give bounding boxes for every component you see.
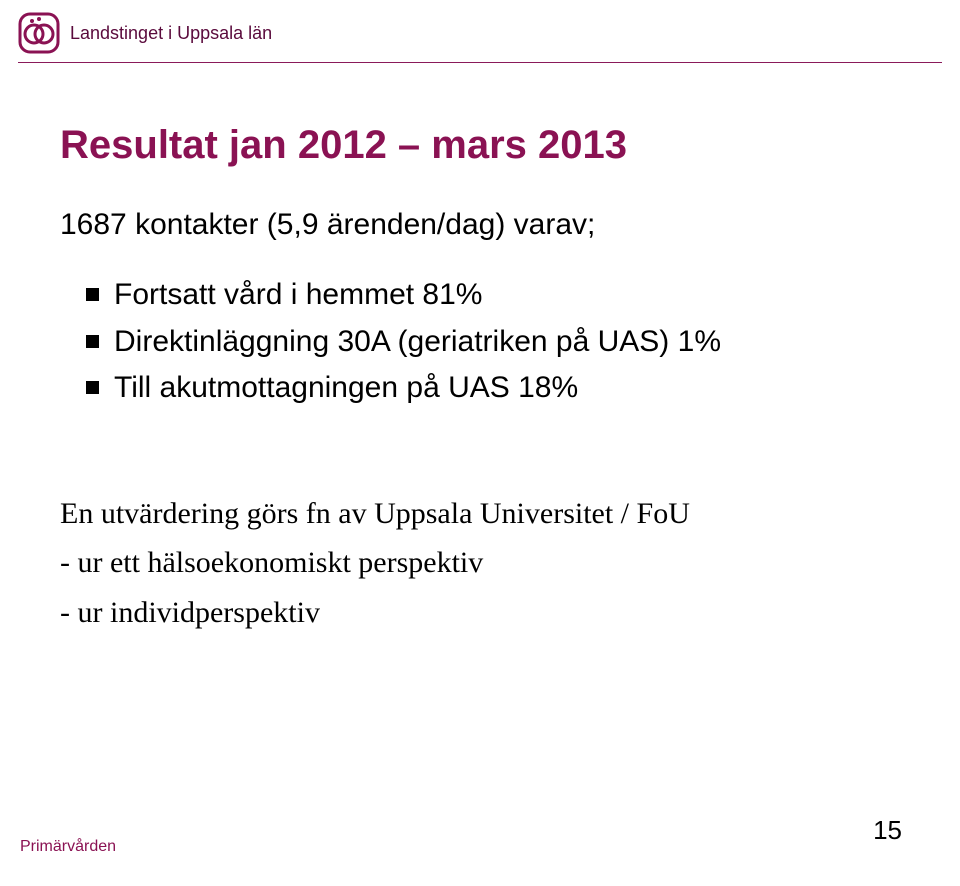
- list-item: Till akutmottagningen på UAS 18%: [86, 365, 900, 412]
- bullet-list: Fortsatt vård i hemmet 81% Direktinläggn…: [86, 272, 900, 412]
- list-item: Fortsatt vård i hemmet 81%: [86, 272, 900, 319]
- org-logo-icon: [18, 12, 60, 54]
- slide-subtitle: 1687 kontakter (5,9 ärenden/dag) varav;: [60, 208, 900, 242]
- footer-left: Primärvården: [20, 838, 116, 856]
- slide-title: Resultat jan 2012 – mars 2013: [60, 123, 900, 168]
- note-line: En utvärdering görs fn av Uppsala Univer…: [60, 492, 900, 536]
- org-name: Landstinget i Uppsala län: [70, 23, 272, 44]
- note-line: - ur individperspektiv: [60, 591, 900, 635]
- header: Landstinget i Uppsala län: [0, 0, 960, 60]
- list-item: Direktinläggning 30A (geriatriken på UAS…: [86, 319, 900, 366]
- page-number: 15: [873, 815, 902, 846]
- note-line: - ur ett hälsoekonomiskt perspektiv: [60, 541, 900, 585]
- slide-content: Resultat jan 2012 – mars 2013 1687 konta…: [0, 63, 960, 634]
